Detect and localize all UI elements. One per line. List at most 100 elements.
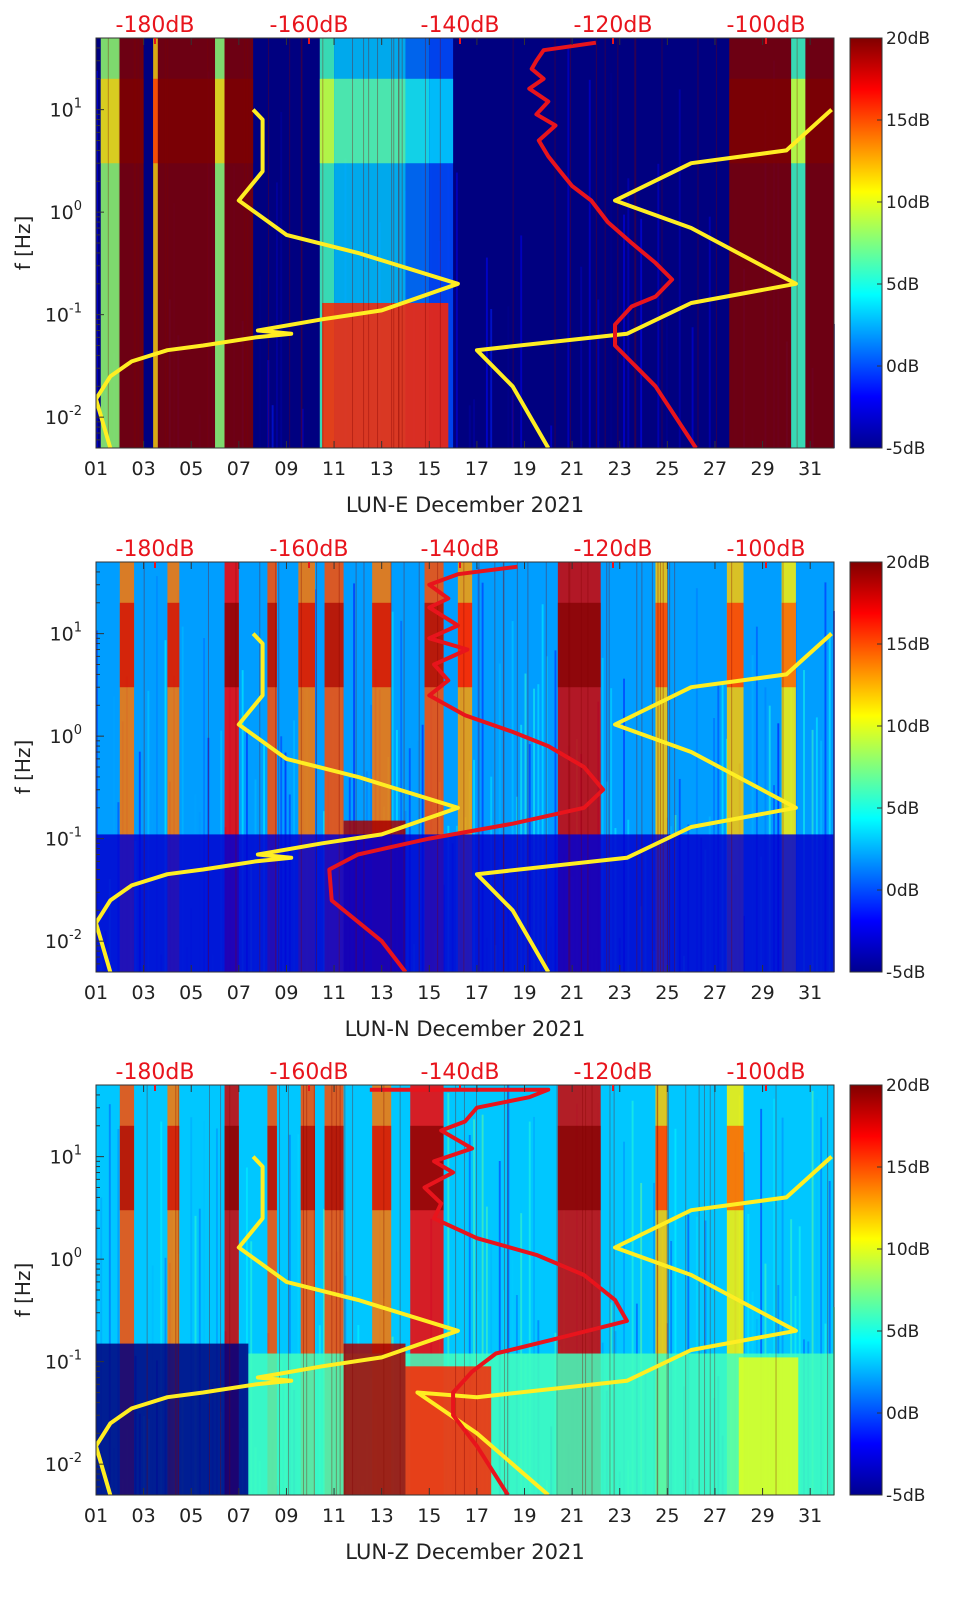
- x-tick-label: 03: [132, 1505, 156, 1527]
- band-highfreq: [153, 78, 158, 164]
- artifact-lines: [143, 562, 784, 972]
- texture-column: [773, 1098, 775, 1495]
- low-frequency-patch: [738, 1357, 799, 1495]
- texture-column: [511, 621, 514, 972]
- band-highfreq: [457, 602, 473, 688]
- texture-column: [254, 110, 257, 448]
- top-axis-db-label: -100dB: [727, 13, 806, 38]
- texture-column: [203, 638, 206, 972]
- texture-column: [811, 1090, 814, 1495]
- colorbar-label: 5dB: [886, 799, 919, 819]
- colorbar-label: 5dB: [886, 275, 919, 295]
- median-psd-red: [369, 1087, 629, 1495]
- spectrogram-band: [119, 38, 144, 448]
- texture-column: [631, 228, 634, 448]
- texture-column: [288, 1134, 291, 1495]
- top-axis-db-label: -140dB: [421, 537, 500, 562]
- texture-column: [798, 653, 801, 972]
- band-highfreq: [224, 602, 239, 688]
- band-highfreq: [655, 602, 668, 688]
- texture-column: [113, 696, 116, 972]
- texture-column: [661, 252, 664, 448]
- x-tick-label: 31: [798, 982, 822, 1004]
- texture-column: [678, 89, 681, 448]
- x-tick-label: 15: [417, 458, 441, 480]
- y-tick-label: 10-1: [45, 1349, 82, 1374]
- x-tick-label: 31: [798, 1505, 822, 1527]
- texture-column: [533, 1116, 535, 1495]
- band-highfreq: [119, 78, 144, 164]
- texture-column: [537, 47, 540, 449]
- top-axis-db-label: -100dB: [727, 1060, 806, 1085]
- top-axis-db-label: -120dB: [574, 537, 653, 562]
- texture-column: [143, 106, 146, 449]
- texture-column: [764, 687, 767, 972]
- texture-column: [695, 588, 698, 972]
- texture-column: [515, 297, 518, 448]
- texture-column: [464, 62, 467, 449]
- texture-column: [533, 688, 535, 972]
- colorbar-gradient: [849, 37, 883, 449]
- x-tick-label: 07: [227, 1505, 251, 1527]
- noise-model-yellow-right: [415, 1155, 833, 1495]
- texture-column: [554, 376, 557, 448]
- texture-column: [447, 1092, 450, 1495]
- texture-column: [704, 67, 707, 448]
- texture-column: [575, 373, 578, 448]
- spectrogram-band: [267, 562, 277, 972]
- texture-column: [623, 678, 625, 972]
- band-highfreq: [726, 602, 744, 688]
- x-tick-label: 25: [655, 982, 679, 1004]
- band-fill: [655, 1085, 668, 1495]
- x-tick-label: 05: [179, 458, 203, 480]
- x-tick-label: 19: [512, 1505, 536, 1527]
- top-axis-db-label: -100dB: [727, 537, 806, 562]
- median-psd-red: [527, 40, 698, 448]
- texture-column: [558, 45, 561, 449]
- x-tick-label: 03: [132, 982, 156, 1004]
- texture-column: [490, 309, 493, 448]
- x-tick-label: 21: [560, 982, 584, 1004]
- texture-column: [550, 425, 553, 448]
- x-tick-label: 15: [417, 982, 441, 1004]
- texture-column: [618, 403, 621, 448]
- x-tick-label: 11: [322, 458, 346, 480]
- band-highfreq: [372, 1125, 392, 1211]
- texture-column: [267, 360, 270, 448]
- noise-model-yellow: [96, 1155, 460, 1495]
- texture-column: [528, 365, 531, 448]
- texture-column: [601, 382, 604, 448]
- texture-column: [751, 655, 754, 972]
- texture-column: [528, 1121, 531, 1495]
- band-highfreq: [167, 1125, 180, 1211]
- texture-column: [683, 114, 685, 449]
- texture-column: [657, 163, 660, 448]
- band-highfreq: [405, 78, 430, 164]
- texture-column: [460, 317, 463, 448]
- band-highfreq: [557, 1125, 601, 1211]
- texture-column: [670, 410, 673, 448]
- texture-column: [147, 371, 150, 448]
- texture-column: [498, 1160, 501, 1495]
- texture-column: [400, 620, 403, 972]
- colorbar-label: 10dB: [886, 717, 930, 737]
- texture-column: [275, 182, 278, 448]
- band-highfreq: [324, 602, 344, 688]
- texture-column: [215, 1128, 218, 1495]
- spectrogram-band: [805, 38, 834, 448]
- texture-column: [468, 1135, 471, 1495]
- band-highfreq: [324, 1125, 344, 1211]
- texture-column: [271, 405, 274, 448]
- texture-column: [481, 49, 484, 449]
- spectrogram-panel-lun-z: 01 03 05 07 09 11 13 15 17 19 21 23 25 27 29 31 10-2 10-1…: [11, 1060, 930, 1564]
- x-tick-label: 27: [703, 1505, 727, 1527]
- texture-column: [828, 631, 831, 972]
- texture-column: [545, 241, 548, 448]
- spectrogram-panel-lun-e: 01 03 05 07 09 11 13 15 17 19 21 23 25 27 29 31 10-2 10-1…: [11, 13, 930, 517]
- x-tick-label: 13: [370, 458, 394, 480]
- texture-column: [743, 1151, 745, 1495]
- texture-column: [781, 1117, 784, 1495]
- top-axis-db-label: -140dB: [421, 1060, 500, 1085]
- x-tick-label: 17: [465, 982, 489, 1004]
- x-tick-label: 29: [750, 458, 774, 480]
